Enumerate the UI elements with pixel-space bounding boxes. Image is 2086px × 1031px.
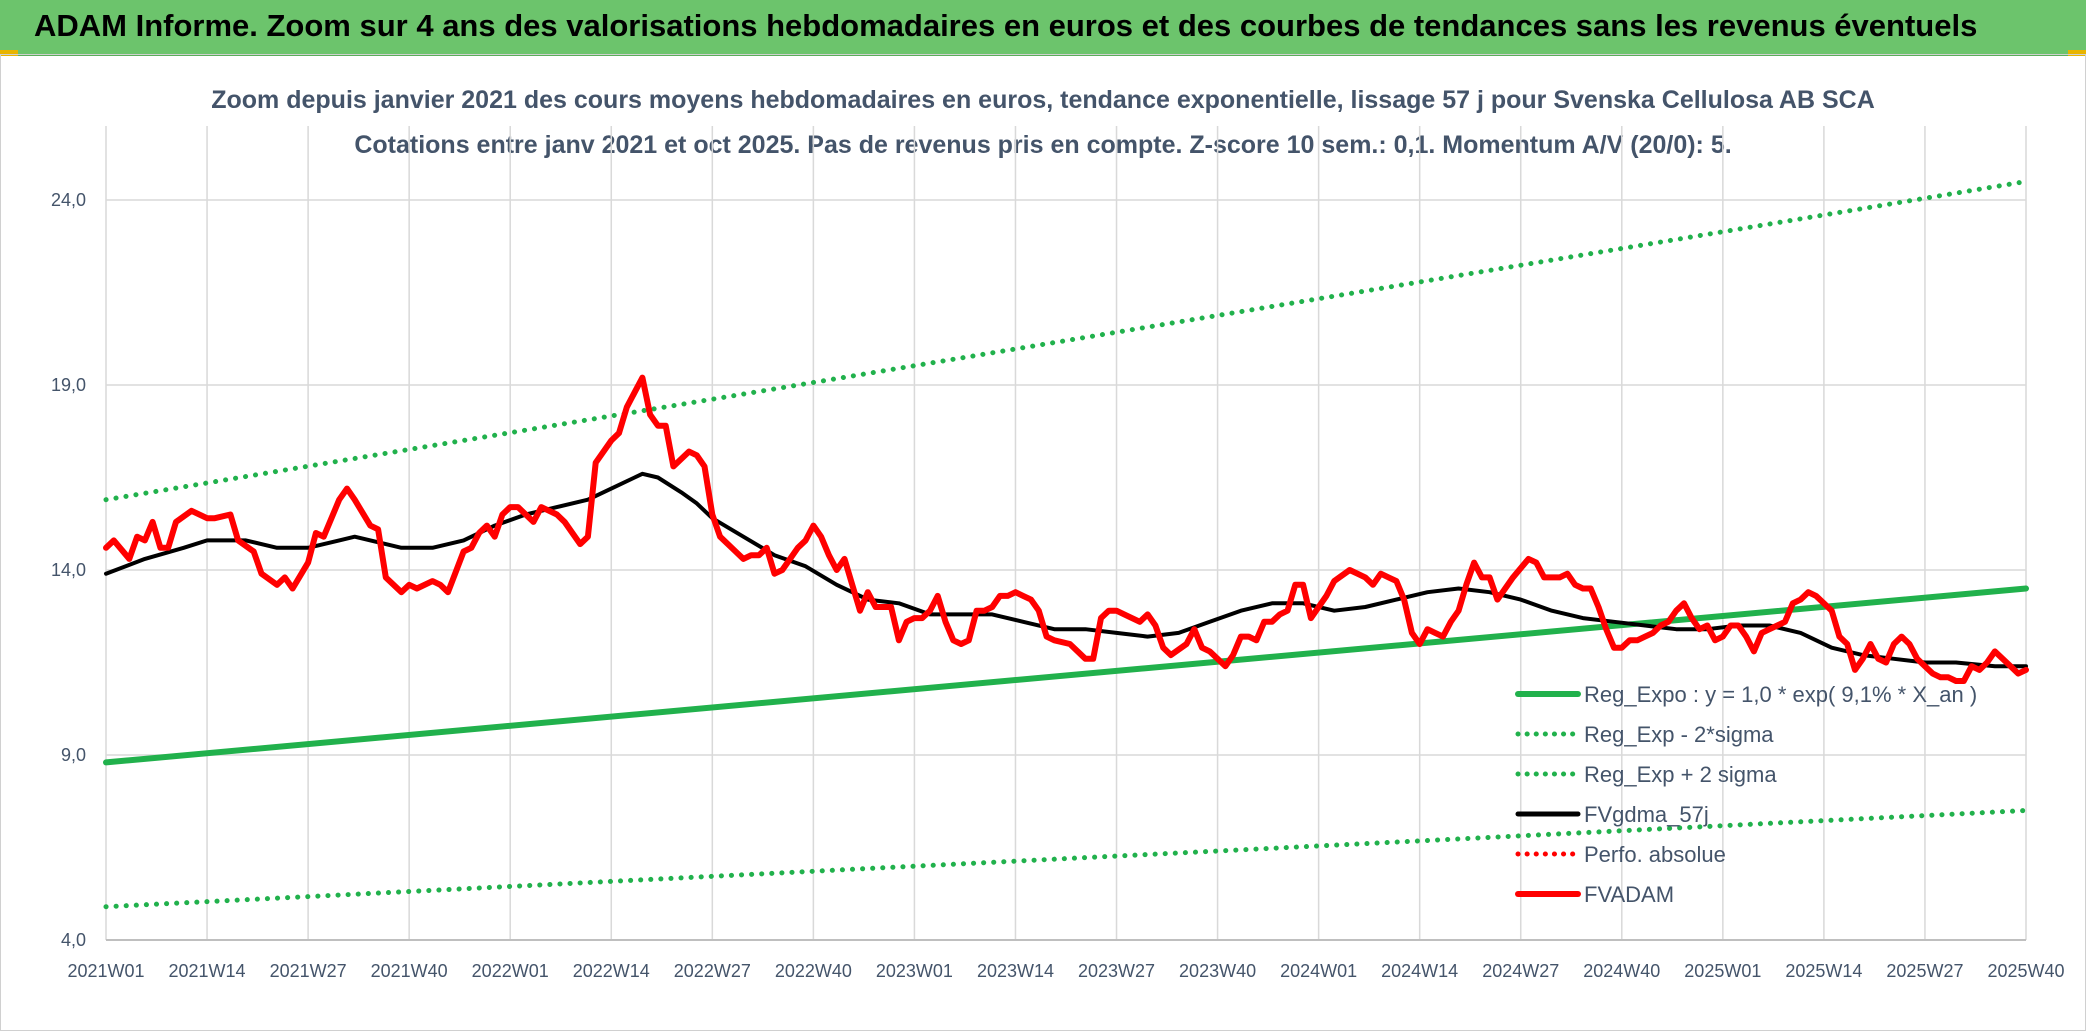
legend-label: FVADAM xyxy=(1584,882,1674,907)
x-tick-label: 2025W14 xyxy=(1785,961,1862,981)
series-line-fvgdma-57j xyxy=(104,471,2028,669)
y-tick-label: 4,0 xyxy=(61,930,86,950)
series-line-reg-expo xyxy=(103,585,2029,766)
x-tick-label: 2022W40 xyxy=(775,961,852,981)
x-tick-label: 2025W27 xyxy=(1886,961,1963,981)
series-line-reg-exp xyxy=(103,179,2029,503)
x-tick-label: 2024W40 xyxy=(1583,961,1660,981)
chart-title: Zoom depuis janvier 2021 des cours moyen… xyxy=(211,86,1875,114)
y-axis: 4,0 9,0 14,0 19,0 24,0 xyxy=(51,190,86,950)
x-tick-label: 2025W40 xyxy=(1987,961,2064,981)
chart-subtitle: Cotations entre janv 2021 et oct 2025. P… xyxy=(354,131,1731,159)
report-banner: ADAM Informe. Zoom sur 4 ans des valoris… xyxy=(0,0,2086,56)
x-tick-label: 2021W27 xyxy=(270,961,347,981)
y-tick-label: 14,0 xyxy=(51,560,86,580)
x-tick-label: 2024W27 xyxy=(1482,961,1559,981)
chart-series xyxy=(103,179,2029,910)
x-tick-label: 2021W40 xyxy=(371,961,448,981)
x-tick-label: 2021W14 xyxy=(169,961,246,981)
x-tick-label: 2023W27 xyxy=(1078,961,1155,981)
chart-legend: Reg_Expo : y = 1,0 * exp( 9,1% * X_an ) R… xyxy=(1515,682,1977,907)
banner-title: ADAM Informe. Zoom sur 4 ans des valoris… xyxy=(34,8,1978,43)
legend-label: FVgdma_57j xyxy=(1584,802,1709,827)
x-tick-label: 2022W27 xyxy=(674,961,751,981)
x-tick-label: 2024W14 xyxy=(1381,961,1458,981)
chart-grid xyxy=(105,126,2027,941)
y-tick-label: 24,0 xyxy=(51,190,86,210)
x-tick-label: 2023W40 xyxy=(1179,961,1256,981)
x-tick-label: 2023W01 xyxy=(876,961,953,981)
x-tick-label: 2021W01 xyxy=(67,961,144,981)
x-tick-label: 2024W01 xyxy=(1280,961,1357,981)
banner-corner-left xyxy=(0,50,18,56)
banner-corner-right xyxy=(2068,50,2086,56)
legend-label: Perfo. absolue xyxy=(1584,842,1726,867)
y-tick-label: 19,0 xyxy=(51,375,86,395)
x-axis: 2021W01 2021W14 2021W27 2021W40 2022W01 2022W… xyxy=(67,961,2064,981)
series-line-reg-exp xyxy=(103,808,2029,910)
series-line-fvadam xyxy=(103,374,2029,684)
x-tick-label: 2022W01 xyxy=(472,961,549,981)
legend-label: Reg_Exp + 2 sigma xyxy=(1584,762,1777,787)
y-tick-label: 9,0 xyxy=(61,745,86,765)
legend-label: Reg_Expo : y = 1,0 * exp( 9,1% * X_an ) xyxy=(1584,682,1977,707)
x-tick-label: 2025W01 xyxy=(1684,961,1761,981)
x-tick-label: 2023W14 xyxy=(977,961,1054,981)
legend-label: Reg_Exp - 2*sigma xyxy=(1584,722,1774,747)
x-tick-label: 2022W14 xyxy=(573,961,650,981)
